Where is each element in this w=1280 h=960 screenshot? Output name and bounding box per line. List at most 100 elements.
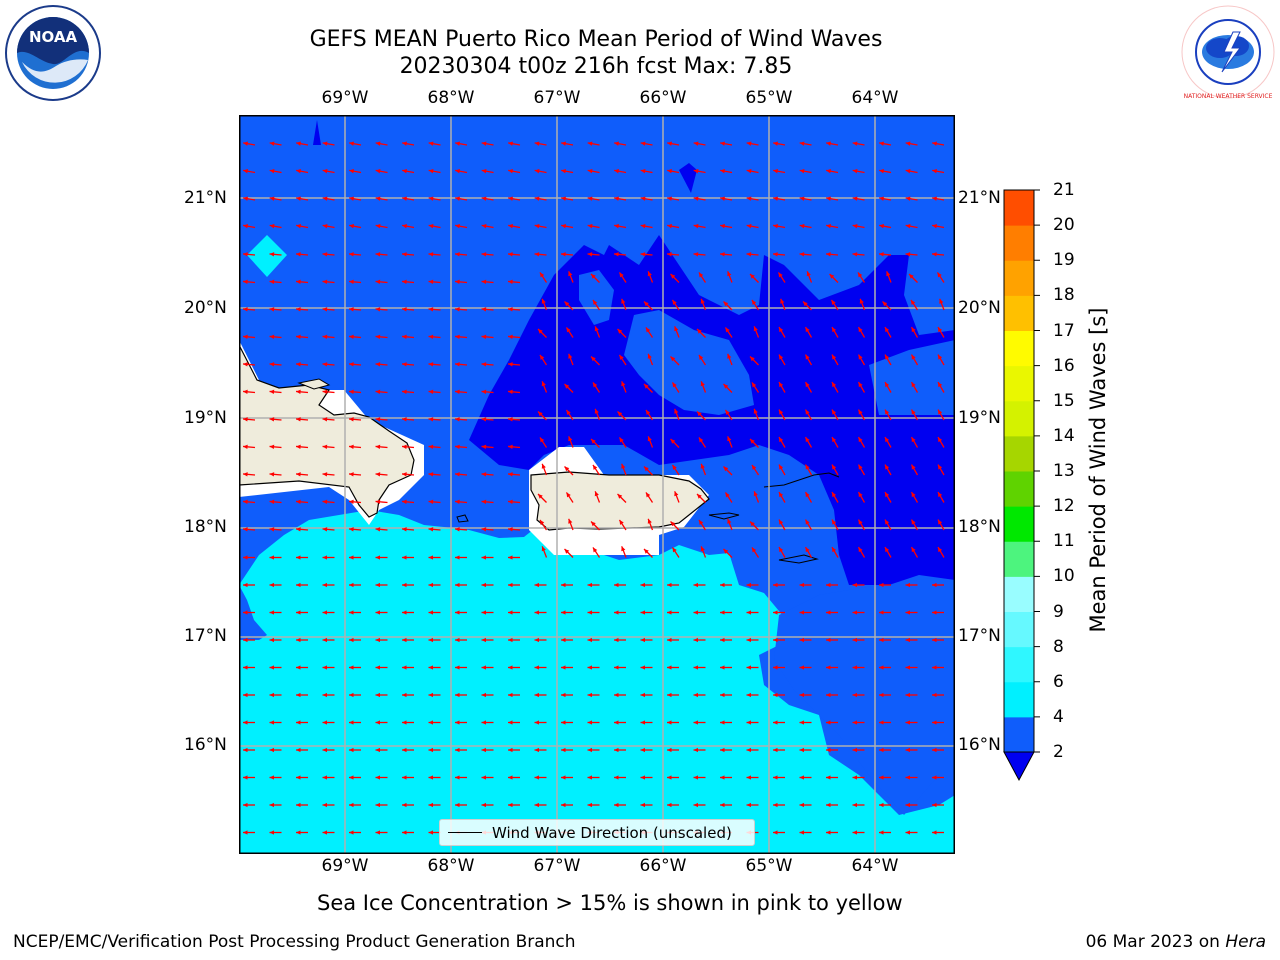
wind-arrow-head <box>322 307 328 312</box>
wind-arrow-head <box>481 334 487 340</box>
wind-arrow-head <box>591 439 596 444</box>
wind-arrow-head <box>534 610 540 615</box>
colorbar-band <box>1004 225 1034 261</box>
wind-arrow-head <box>640 141 646 146</box>
colorbar-band <box>1004 330 1034 367</box>
wind-arrow-head <box>799 830 805 835</box>
wind-arrow-head <box>773 224 778 229</box>
wind-arrow-head <box>905 802 911 808</box>
wind-arrow-head <box>508 472 513 477</box>
wind-arrow-head <box>773 830 778 835</box>
wind-arrow-head <box>693 224 699 229</box>
wind-arrow-head <box>322 417 328 422</box>
wind-arrow-head <box>647 518 652 524</box>
wind-arrow-head <box>566 409 571 415</box>
band-2-4-inner-east <box>869 340 955 415</box>
colorbar-tick-label: 4 <box>1053 706 1064 727</box>
wind-arrow-head <box>932 141 937 146</box>
wind-arrow-head <box>619 519 624 525</box>
wind-arrow-head <box>932 196 937 201</box>
wind-arrow-head <box>243 610 248 615</box>
wind-arrow-head <box>296 802 301 808</box>
wind-arrow-head <box>799 582 805 588</box>
wind-arrow-head <box>617 411 623 417</box>
wind-arrow-head <box>852 637 858 643</box>
map-panel <box>239 115 955 854</box>
wind-arrow-head <box>587 610 593 615</box>
wind-arrow-head <box>773 141 778 146</box>
wind-arrow-head <box>243 527 248 532</box>
wind-arrow-head <box>534 692 540 698</box>
wind-arrow-head <box>349 499 354 505</box>
wind-arrow-head <box>541 298 546 304</box>
lat-tick-right-3: 19°N <box>958 408 1001 428</box>
wind-arrow-head <box>375 775 381 780</box>
wind-arrow-head <box>852 775 858 780</box>
wind-arrow-head <box>269 472 275 477</box>
wind-arrow-head <box>428 720 434 725</box>
wind-arrow-head <box>852 720 858 725</box>
wind-arrow-head <box>720 252 725 257</box>
wind-arrow-head <box>428 802 434 808</box>
wind-arrow-head <box>806 271 811 277</box>
wind-arrow-head <box>375 472 381 477</box>
wind-arrow-head <box>534 196 540 201</box>
wind-arrow-head <box>879 802 884 808</box>
lon-tick-bottom-2: 68°W <box>427 856 475 876</box>
wind-arrow-head <box>322 802 328 808</box>
wind-arrow-head <box>779 327 784 333</box>
wind-arrow-head <box>402 802 407 808</box>
wind-arrow-head <box>349 472 354 477</box>
wind-arrow-head <box>296 141 301 146</box>
colorbar <box>1000 186 1050 786</box>
wind-arrow-head <box>885 382 890 388</box>
wind-arrow-head <box>402 720 407 725</box>
wind-arrow-head <box>779 437 784 443</box>
wind-arrow-head <box>296 720 301 725</box>
patch-north-1 <box>679 163 697 193</box>
colorbar-extend-low <box>1003 751 1035 782</box>
wind-arrow-head <box>751 464 757 470</box>
wind-arrow-head <box>375 692 381 698</box>
wind-arrow-head <box>269 692 275 698</box>
wind-arrow-head <box>402 499 407 505</box>
wind-arrow-head <box>534 720 540 725</box>
wind-arrow-head <box>614 141 619 146</box>
wind-arrow-head <box>938 492 943 498</box>
wind-arrow-head <box>773 252 778 257</box>
colorbar-band <box>1004 260 1034 296</box>
wind-arrow-head <box>799 141 805 146</box>
wind-arrow-head <box>617 329 623 334</box>
wind-arrow-head <box>773 169 778 174</box>
wind-arrow-head <box>541 546 546 552</box>
wind-arrow-head <box>561 141 566 146</box>
wind-arrow-head <box>349 444 354 450</box>
colorbar-tick-label: 11 <box>1053 531 1075 552</box>
wind-arrow-head <box>428 362 434 367</box>
wind-arrow-head <box>805 437 810 443</box>
wind-arrow-head <box>428 499 434 505</box>
wind-arrow-head <box>753 408 758 414</box>
wind-arrow-head <box>269 499 275 505</box>
wind-arrow-head <box>905 747 911 753</box>
wind-arrow-head <box>508 169 513 174</box>
wind-arrow-head <box>826 141 831 146</box>
noaa-logo-text: NOAA <box>29 28 78 46</box>
wind-arrow-head <box>349 279 354 285</box>
wind-arrow-head <box>911 327 916 333</box>
wind-arrow-head <box>640 252 646 257</box>
wind-arrow-head <box>587 802 593 808</box>
nws-logo-text: NATIONAL WEATHER SERVICE <box>1184 93 1273 100</box>
wind-arrow-head <box>644 466 649 472</box>
wind-arrow-head <box>700 298 705 304</box>
wind-arrow-head <box>455 610 460 615</box>
wind-arrow-head <box>909 274 914 279</box>
wind-arrow-head <box>481 637 487 643</box>
wind-arrow-head <box>296 555 301 560</box>
wind-arrow-head <box>720 665 725 670</box>
wind-arrow-head <box>910 299 916 305</box>
wind-arrow-head <box>402 224 407 229</box>
wind-arrow-head <box>455 362 460 367</box>
wind-arrow-head <box>243 252 248 257</box>
wind-arrow-head <box>932 775 937 780</box>
